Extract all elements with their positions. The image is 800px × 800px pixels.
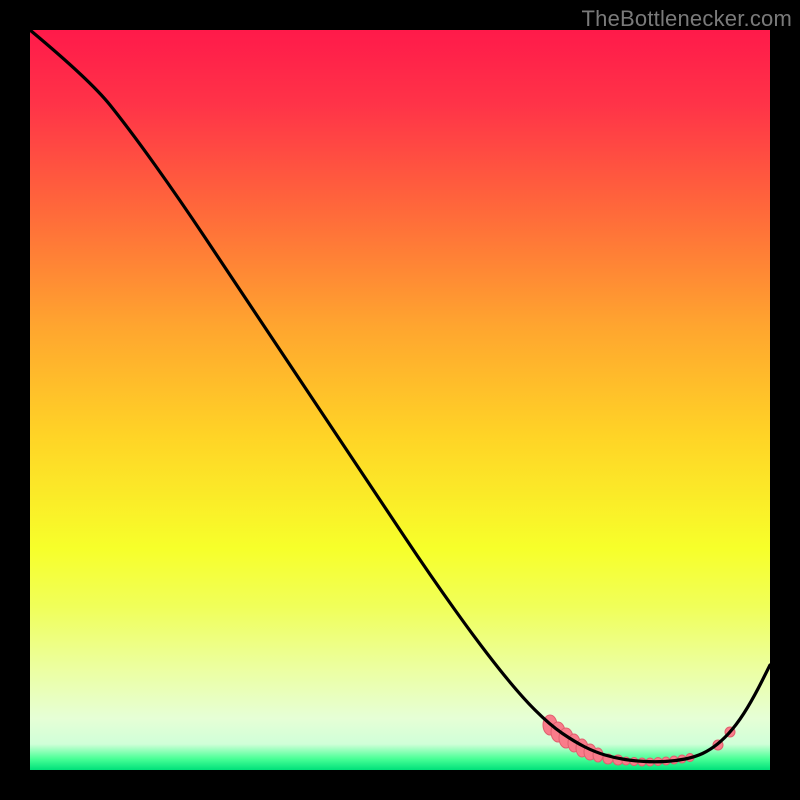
chart-canvas: TheBottlenecker.com (0, 0, 800, 800)
bottleneck-curve (30, 30, 770, 762)
chart-overlay (30, 30, 770, 770)
plot-area (30, 30, 770, 770)
source-label: TheBottlenecker.com (582, 6, 792, 32)
